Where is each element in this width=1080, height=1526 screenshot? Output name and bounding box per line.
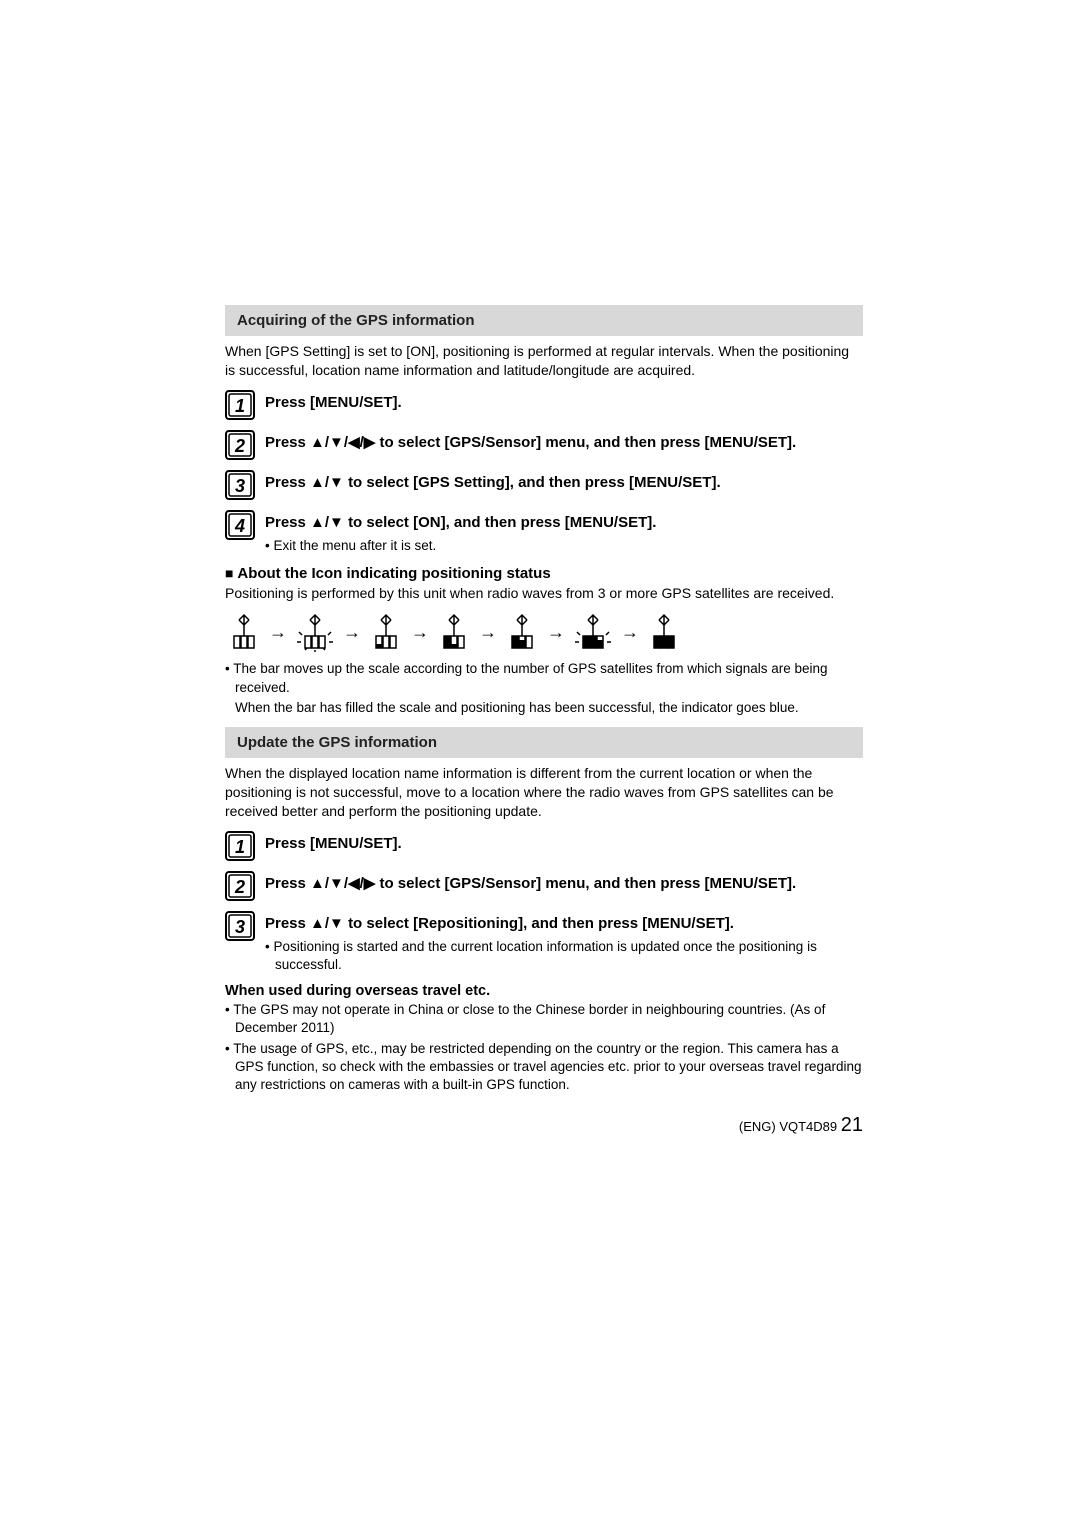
svg-text:2: 2 bbox=[234, 436, 245, 456]
step-number-icon: 2 bbox=[225, 871, 255, 901]
step-title: Press ▲/▼ to select [ON], and then press… bbox=[265, 513, 863, 533]
step-3: 3 Press ▲/▼ to select [GPS Setting], and… bbox=[225, 470, 863, 500]
svg-text:4: 4 bbox=[234, 516, 245, 536]
section1-intro: When [GPS Setting] is set to [ON], posit… bbox=[225, 342, 863, 380]
page-footer: (ENG) VQT4D89 21 bbox=[225, 1114, 863, 1137]
arrow-icon: → bbox=[269, 622, 287, 643]
section1-subhead: About the Icon indicating positioning st… bbox=[225, 565, 863, 582]
step-title: Press ▲/▼ to select [GPS Setting], and t… bbox=[265, 473, 863, 493]
arrow-icon: → bbox=[479, 622, 497, 643]
arrow-icon: → bbox=[547, 622, 565, 643]
step-1b: 1 Press [MENU/SET]. bbox=[225, 831, 863, 861]
section2-header: Update the GPS information bbox=[225, 727, 863, 758]
step-2b: 2 Press ▲/▼/◀/▶ to select [GPS/Sensor] m… bbox=[225, 871, 863, 901]
arrow-icon: → bbox=[621, 622, 639, 643]
step-bullet: Positioning is started and the current l… bbox=[265, 938, 863, 973]
step-title: Press ▲/▼/◀/▶ to select [GPS/Sensor] men… bbox=[265, 433, 863, 453]
step-number-icon: 3 bbox=[225, 911, 255, 941]
page-number: 21 bbox=[841, 1114, 863, 1136]
step-3b: 3 Press ▲/▼ to select [Repositioning], a… bbox=[225, 911, 863, 973]
step-number-icon: 4 bbox=[225, 510, 255, 540]
icon-note-1: The bar moves up the scale according to … bbox=[225, 660, 863, 696]
manual-page: Acquiring of the GPS information When [G… bbox=[225, 305, 863, 1137]
gps-icon-sequence: → → → → → → bbox=[225, 610, 863, 654]
overseas-bullet-1: The GPS may not operate in China or clos… bbox=[225, 1001, 863, 1037]
step-title: Press [MENU/SET]. bbox=[265, 834, 863, 854]
svg-text:3: 3 bbox=[235, 476, 245, 496]
step-number-icon: 3 bbox=[225, 470, 255, 500]
svg-text:1: 1 bbox=[235, 837, 245, 857]
svg-text:2: 2 bbox=[234, 877, 245, 897]
svg-text:1: 1 bbox=[235, 396, 245, 416]
step-title: Press [MENU/SET]. bbox=[265, 393, 863, 413]
section1-subtext: Positioning is performed by this unit wh… bbox=[225, 584, 863, 603]
overseas-title: When used during overseas travel etc. bbox=[225, 983, 863, 999]
overseas-bullet-2: The usage of GPS, etc., may be restricte… bbox=[225, 1040, 863, 1095]
icon-note-2: When the bar has filled the scale and po… bbox=[225, 699, 863, 717]
section1-header: Acquiring of the GPS information bbox=[225, 305, 863, 336]
step-number-icon: 2 bbox=[225, 430, 255, 460]
step-number-icon: 1 bbox=[225, 831, 255, 861]
arrow-icon: → bbox=[343, 622, 361, 643]
step-bullet: Exit the menu after it is set. bbox=[265, 537, 863, 555]
step-title: Press ▲/▼ to select [Repositioning], and… bbox=[265, 914, 863, 934]
arrow-icon: → bbox=[411, 622, 429, 643]
step-number-icon: 1 bbox=[225, 390, 255, 420]
step-4: 4 Press ▲/▼ to select [ON], and then pre… bbox=[225, 510, 863, 555]
doc-code: (ENG) VQT4D89 bbox=[739, 1119, 837, 1134]
step-title: Press ▲/▼/◀/▶ to select [GPS/Sensor] men… bbox=[265, 874, 863, 894]
step-1: 1 Press [MENU/SET]. bbox=[225, 390, 863, 420]
section2-intro: When the displayed location name informa… bbox=[225, 764, 863, 821]
svg-text:3: 3 bbox=[235, 917, 245, 937]
step-2: 2 Press ▲/▼/◀/▶ to select [GPS/Sensor] m… bbox=[225, 430, 863, 460]
